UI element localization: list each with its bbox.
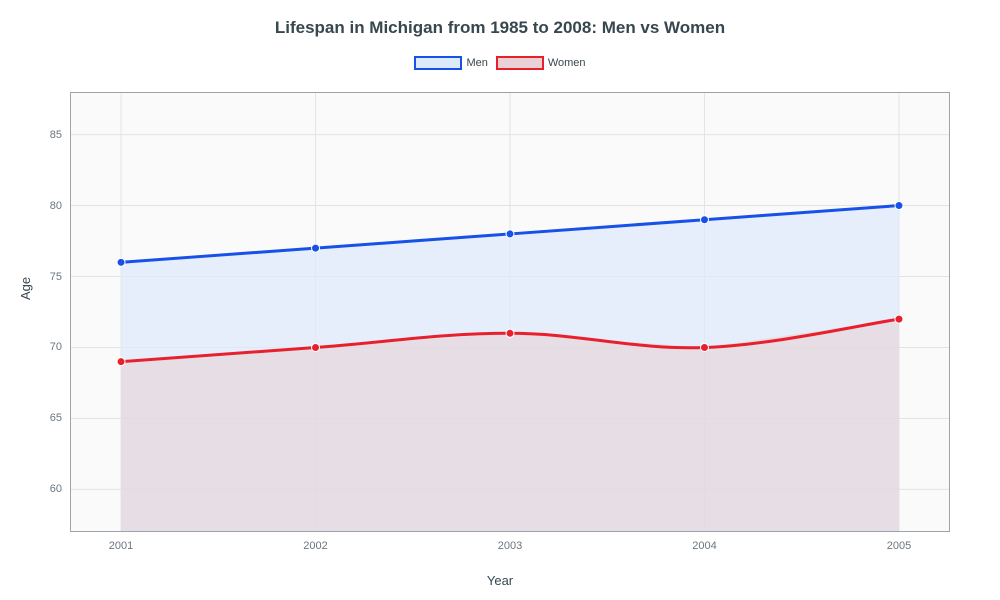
x-tick-label: 2003 bbox=[498, 532, 522, 552]
x-tick-label: 2002 bbox=[303, 532, 327, 552]
y-tick-label: 85 bbox=[50, 129, 70, 141]
x-axis-label: Year bbox=[487, 573, 513, 588]
chart-title: Lifespan in Michigan from 1985 to 2008: … bbox=[0, 0, 1000, 38]
legend-swatch bbox=[496, 56, 544, 70]
plot-svg bbox=[70, 92, 950, 532]
x-tick-label: 2001 bbox=[109, 532, 133, 552]
y-tick-label: 80 bbox=[50, 200, 70, 212]
y-axis-label: Age bbox=[18, 277, 33, 300]
y-tick-label: 60 bbox=[50, 483, 70, 495]
legend-label: Men bbox=[466, 57, 487, 69]
y-tick-label: 70 bbox=[50, 341, 70, 353]
x-tick-label: 2004 bbox=[692, 532, 716, 552]
legend-label: Women bbox=[548, 57, 586, 69]
legend-item[interactable]: Women bbox=[496, 56, 586, 70]
y-tick-label: 65 bbox=[50, 412, 70, 424]
plot-area: 60657075808520012002200320042005 bbox=[70, 92, 950, 532]
legend-item[interactable]: Men bbox=[414, 56, 487, 70]
legend: Men Women bbox=[0, 56, 1000, 70]
legend-swatch bbox=[414, 56, 462, 70]
x-tick-label: 2005 bbox=[887, 532, 911, 552]
y-tick-label: 75 bbox=[50, 271, 70, 283]
